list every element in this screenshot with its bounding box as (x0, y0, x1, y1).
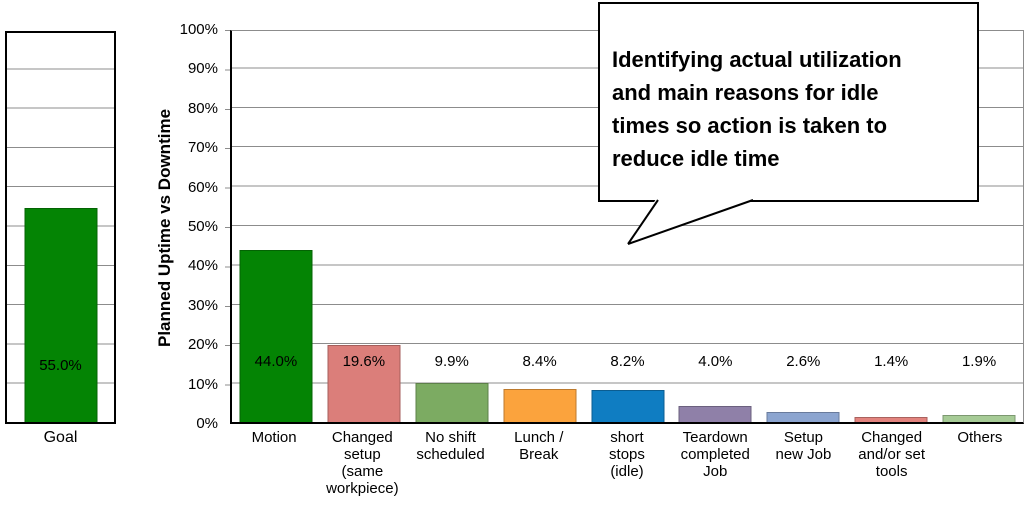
bar-value-changed-setup: 19.6% (342, 353, 386, 370)
bar-teardown[interactable] (678, 406, 752, 422)
y-tick-70: 70% (187, 139, 218, 157)
bar-group-others: 1.9% (935, 31, 1023, 422)
x-label-short-stops: short stops (idle) (609, 429, 645, 480)
bar-value-short-stops: 8.2% (610, 353, 645, 370)
bar-setup-new-job[interactable] (766, 411, 840, 422)
bar-group-changed-setup: 19.6% (320, 31, 408, 422)
y-tick-80: 80% (187, 99, 218, 117)
bar-group-changed-tools: 1.4% (847, 31, 935, 422)
bar-motion[interactable] (239, 249, 313, 422)
y-tick-0: 0% (196, 415, 218, 432)
x-axis-labels: Motion Changed setup (same workpiece) No… (230, 429, 1024, 497)
goal-bar-value-label: 55.0% (39, 357, 82, 374)
x-label-setup-new-job: Setup new Job (775, 429, 832, 463)
bar-no-shift[interactable] (415, 383, 489, 422)
y-tick-60: 60% (187, 178, 218, 196)
bar-value-motion: 44.0% (254, 353, 298, 370)
x-label-motion: Motion (251, 429, 297, 446)
bar-group-short-stops: 8.2% (584, 31, 672, 422)
bar-short-stops[interactable] (591, 389, 664, 422)
bar-group-motion: 44.0% (232, 31, 320, 422)
y-tick-30: 30% (187, 296, 218, 314)
y-tick-40: 40% (187, 257, 218, 275)
bar-value-setup-new-job: 2.6% (786, 353, 821, 370)
bar-changed-setup[interactable] (327, 345, 401, 422)
bar-others[interactable] (942, 414, 1016, 422)
y-tick-10: 10% (187, 375, 218, 393)
x-label-changed-setup: Changed setup (same workpiece) (326, 429, 399, 497)
bar-group-setup-new-job: 2.6% (759, 31, 847, 422)
bar-group-no-shift: 9.9% (408, 31, 496, 422)
goal-bar[interactable] (24, 208, 97, 422)
callout-bubble[interactable]: Identifying actual utilization and main … (598, 2, 979, 202)
bar-value-lunch-break: 8.4% (522, 353, 557, 370)
callout-text: Identifying actual utilization and main … (612, 47, 902, 171)
y-tick-20: 20% (187, 336, 218, 354)
bar-lunch-break[interactable] (503, 389, 577, 422)
x-label-no-shift: No shift scheduled (416, 429, 485, 463)
goal-chart-plot-area: 55.0% (5, 31, 116, 424)
bar-value-no-shift: 9.9% (434, 353, 469, 370)
y-axis-tick-marks (225, 30, 230, 424)
goal-x-axis-label: Goal (43, 429, 78, 446)
bar-group-lunch-break: 8.4% (496, 31, 584, 422)
y-tick-100: 100% (179, 21, 218, 38)
y-axis-tick-labels: 100% 90% 80% 70% 60% 50% 40% 30% 20% 10%… (170, 21, 222, 432)
x-label-lunch-break: Lunch / Break (514, 429, 564, 463)
bar-value-teardown: 4.0% (698, 353, 733, 370)
x-label-teardown: Teardown completed Job (680, 429, 750, 480)
y-tick-50: 50% (187, 218, 218, 235)
x-label-others: Others (957, 429, 1003, 446)
bar-changed-tools[interactable] (854, 416, 928, 422)
bar-value-changed-tools: 1.4% (874, 353, 909, 370)
y-tick-90: 90% (187, 60, 218, 78)
x-label-changed-tools: Changed and/or set tools (858, 429, 925, 480)
bar-group-teardown: 4.0% (671, 31, 759, 422)
bar-value-others: 1.9% (961, 353, 997, 370)
